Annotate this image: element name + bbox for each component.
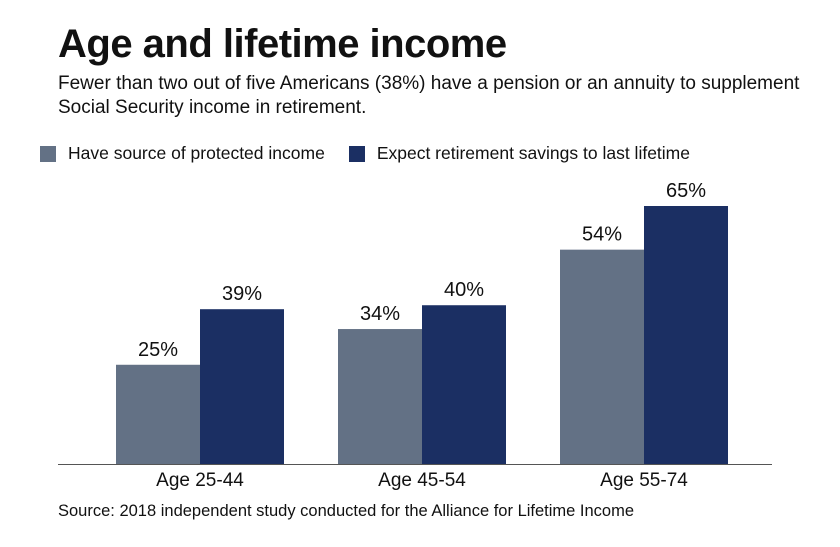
chart-title: Age and lifetime income: [58, 22, 507, 66]
bar-age-55-74-series-2: [644, 206, 728, 464]
data-label-age-25-44-series-2: 39%: [222, 283, 262, 305]
x-tick-label-3: Age 55-74: [600, 470, 688, 491]
legend: Have source of protected income Expect r…: [40, 143, 714, 164]
data-label-age-45-54-series-1: 34%: [360, 303, 400, 325]
legend-label-protected-income: Have source of protected income: [68, 143, 325, 163]
legend-swatch-protected-income: [40, 145, 56, 162]
bar-age-45-54-series-1: [338, 329, 422, 464]
legend-item-savings-last-lifetime: Expect retirement savings to last lifeti…: [348, 143, 690, 164]
legend-label-savings-last-lifetime: Expect retirement savings to last lifeti…: [376, 143, 690, 163]
bar-age-25-44-series-2: [200, 309, 284, 464]
data-label-age-25-44-series-1: 25%: [138, 339, 178, 361]
legend-swatch-savings-last-lifetime: [348, 145, 365, 162]
legend-item-protected-income: Have source of protected income: [40, 143, 325, 164]
bar-age-25-44-series-1: [116, 364, 200, 464]
bar-age-45-54-series-2: [422, 305, 506, 464]
data-label-age-55-74-series-1: 54%: [582, 224, 622, 246]
x-tick-label-1: Age 25-44: [156, 470, 244, 491]
x-tick-label-2: Age 45-54: [378, 470, 466, 491]
source-note: Source: 2018 independent study conducted…: [58, 502, 635, 520]
data-label-age-45-54-series-2: 40%: [444, 279, 484, 301]
data-label-age-55-74-series-2: 65%: [666, 180, 706, 202]
bar-age-55-74-series-1: [560, 249, 644, 464]
chart-subtitle: Fewer than two out of five Americans (38…: [58, 73, 800, 118]
